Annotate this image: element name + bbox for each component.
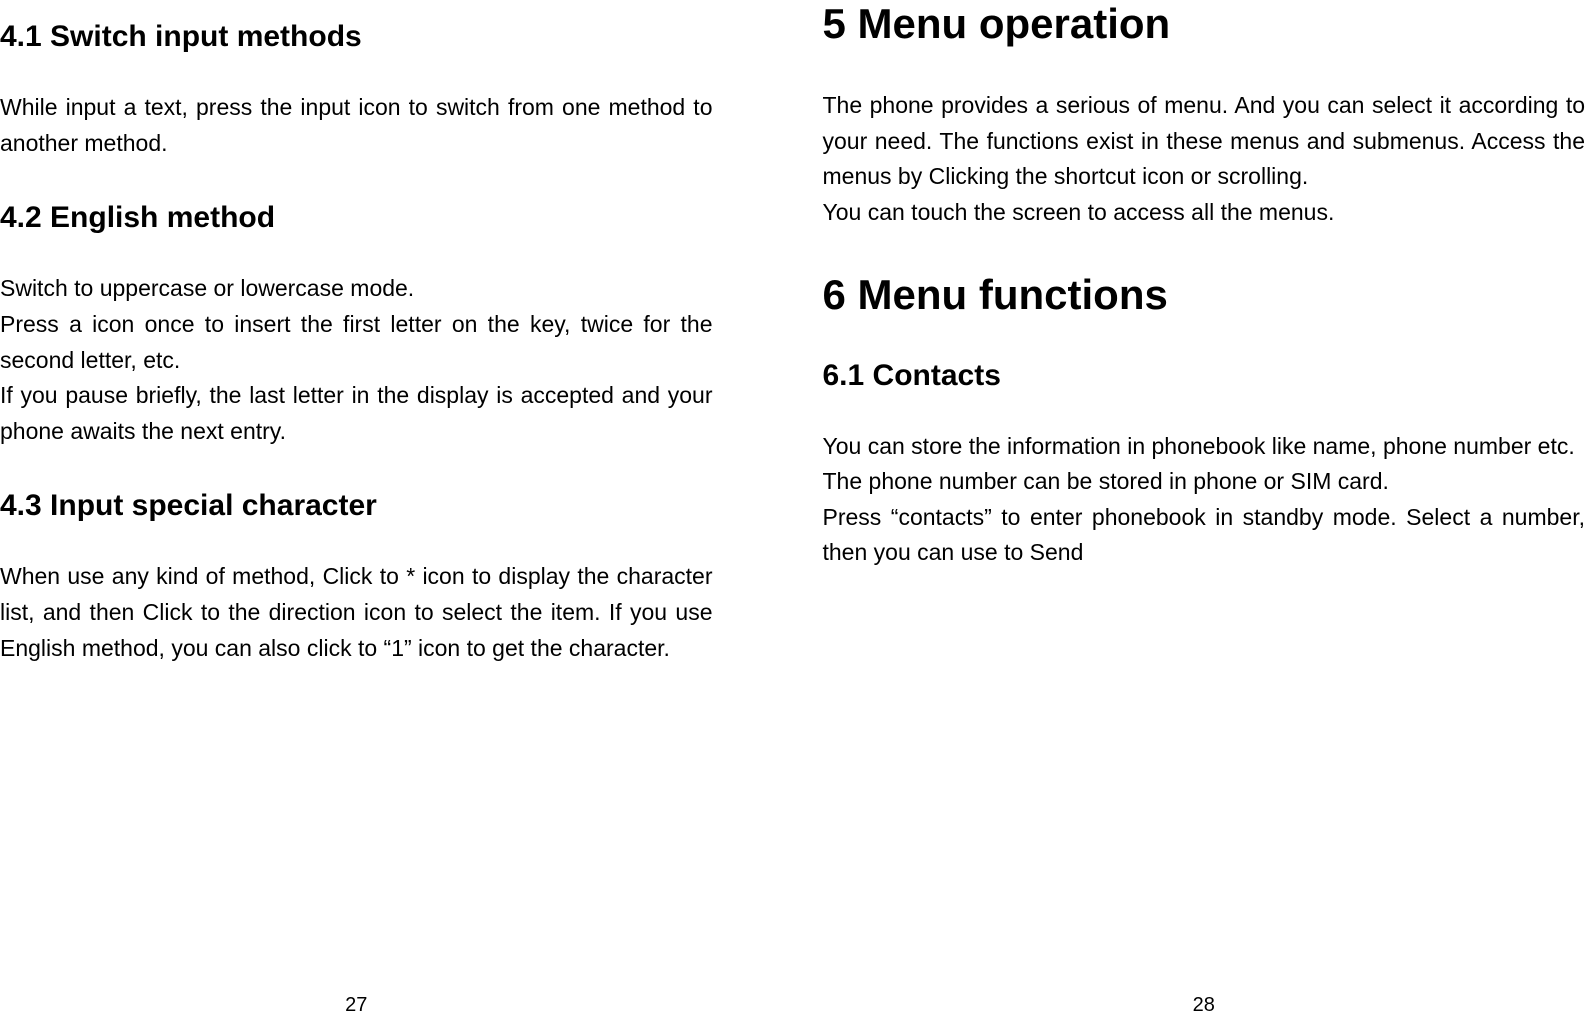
- body-5: The phone provides a serious of menu. An…: [823, 88, 1585, 231]
- page-left-content: 4.1 Switch input methods While input a t…: [0, 0, 713, 984]
- body-4-1: While input a text, press the input icon…: [0, 90, 713, 161]
- page-number-left: 27: [0, 984, 713, 1025]
- page-number-right: 28: [823, 984, 1585, 1025]
- page-left: 4.1 Switch input methods While input a t…: [0, 0, 793, 1025]
- heading-6: 6 Menu functions: [823, 271, 1585, 319]
- body-4-3: When use any kind of method, Click to * …: [0, 559, 713, 666]
- page-right-content: 5 Menu operation The phone provides a se…: [823, 0, 1585, 984]
- heading-4-3: 4.3 Input special character: [0, 489, 713, 523]
- heading-4-2: 4.2 English method: [0, 201, 713, 235]
- body-6-1: You can store the information in phonebo…: [823, 429, 1585, 572]
- body-4-2: Switch to uppercase or lowercase mode.Pr…: [0, 271, 713, 449]
- page-right: 5 Menu operation The phone provides a se…: [793, 0, 1585, 1025]
- heading-6-1: 6.1 Contacts: [823, 359, 1585, 393]
- heading-4-1: 4.1 Switch input methods: [0, 20, 713, 54]
- heading-5: 5 Menu operation: [823, 0, 1585, 48]
